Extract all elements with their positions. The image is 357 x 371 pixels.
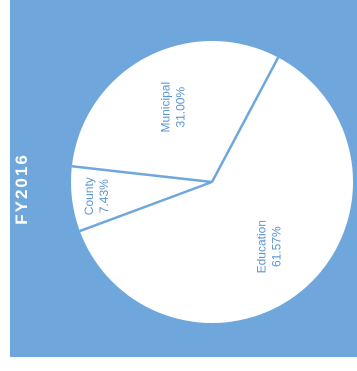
- slice-value-municipal: 31.00%: [174, 87, 188, 128]
- pie-chart: Education 61.57% County 7.43% Municipal 31.00…: [71, 41, 353, 323]
- slice-label-municipal: Municipal 31.00%: [159, 82, 188, 133]
- slice-name-municipal: Municipal: [159, 82, 173, 133]
- slice-value-education: 61.57%: [270, 226, 284, 267]
- slice-divider-1: [79, 180, 213, 233]
- slice-name-education: Education: [255, 220, 269, 273]
- slice-label-county: County 7.43%: [82, 177, 111, 215]
- chart-title-text: FY2016: [12, 153, 31, 225]
- slice-divider-2: [71, 165, 213, 184]
- slice-value-county: 7.43%: [97, 179, 111, 213]
- slice-label-education: Education 61.57%: [255, 220, 284, 273]
- slice-divider-0: [210, 56, 280, 183]
- chart-panel: Education 61.57% County 7.43% Municipal 31.00…: [10, 0, 357, 357]
- slice-name-county: County: [82, 177, 96, 215]
